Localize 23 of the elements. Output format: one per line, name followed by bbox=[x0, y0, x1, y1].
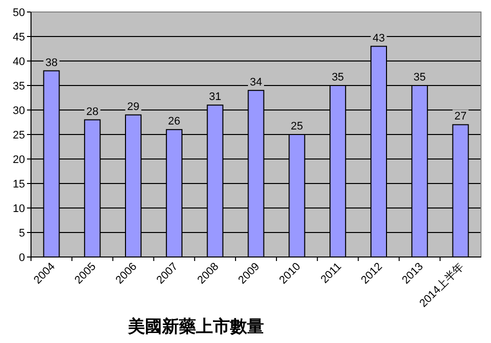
y-tick-label: 30 bbox=[12, 105, 25, 117]
x-axis-title: 美國新藥上市數量 bbox=[127, 317, 264, 336]
data-label: 29 bbox=[127, 100, 140, 113]
y-tick-label: 25 bbox=[12, 130, 25, 142]
data-label: 43 bbox=[372, 32, 385, 44]
y-tick-label: 35 bbox=[12, 80, 25, 92]
data-label: 27 bbox=[454, 110, 467, 123]
data-label: 31 bbox=[208, 91, 222, 104]
y-tick-label: 5 bbox=[18, 228, 25, 240]
y-tick-label: 45 bbox=[12, 32, 25, 44]
data-label: 35 bbox=[414, 72, 426, 84]
y-tick-label: 40 bbox=[12, 56, 25, 68]
data-label: 38 bbox=[45, 56, 58, 69]
y-tick-label: 50 bbox=[12, 7, 25, 19]
y-tick-label: 10 bbox=[12, 203, 25, 215]
y-tick-label: 20 bbox=[12, 154, 25, 166]
data-label: 34 bbox=[250, 76, 262, 88]
y-tick-label: 0 bbox=[18, 252, 25, 264]
data-label: 26 bbox=[168, 116, 180, 128]
data-label: 25 bbox=[290, 120, 304, 132]
y-tick-label: 15 bbox=[12, 178, 25, 190]
data-label: 35 bbox=[332, 72, 344, 84]
data-label: 28 bbox=[86, 106, 98, 118]
